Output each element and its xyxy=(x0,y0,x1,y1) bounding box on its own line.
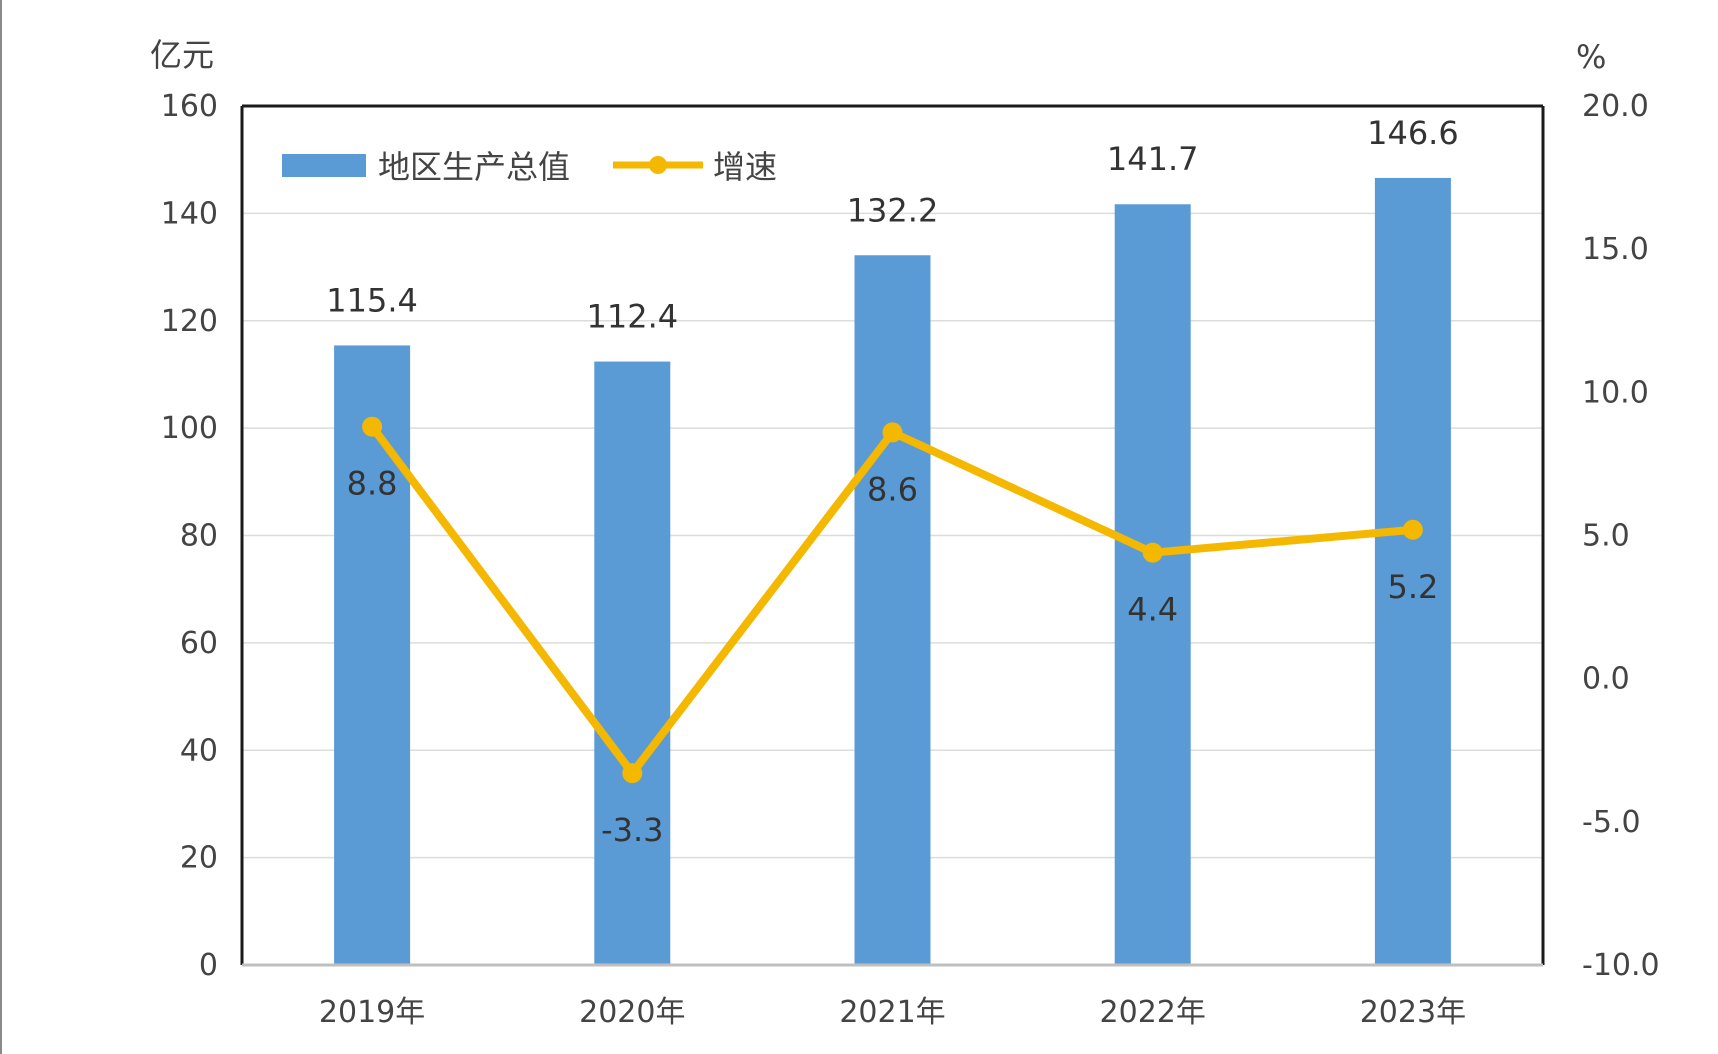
bar-value-label: 146.6 xyxy=(1367,114,1459,152)
growth-point xyxy=(622,763,643,784)
left-axis-unit: 亿元 xyxy=(150,36,214,74)
x-axis-category-label: 2023年 xyxy=(1360,995,1466,1030)
x-axis-category-label: 2022年 xyxy=(1100,995,1206,1030)
growth-point xyxy=(1142,542,1163,563)
left-axis-tick-label: 20 xyxy=(180,841,218,876)
left-axis-tick-label: 120 xyxy=(161,304,218,339)
left-axis-tick-label: 100 xyxy=(161,411,218,446)
bar-value-label: 112.4 xyxy=(586,298,678,336)
growth-point xyxy=(362,416,383,437)
right-axis-tick-label: 0.0 xyxy=(1582,662,1630,697)
bar xyxy=(1114,204,1191,966)
axes: 0 20 40 60 80 100 120 140 160 -10.0 -5.0 0.0 5.0 10.0… xyxy=(161,89,1660,1030)
left-axis-tick-label: 140 xyxy=(161,196,218,231)
left-axis-tick-label: 80 xyxy=(180,519,218,554)
right-axis-tick-label: 5.0 xyxy=(1582,519,1630,554)
growth-value-label: 8.8 xyxy=(347,465,398,503)
growth-value-label: -3.3 xyxy=(601,811,663,849)
legend-line-label: 增速 xyxy=(713,148,777,186)
legend-line-marker xyxy=(649,156,667,174)
bar-value-label: 141.7 xyxy=(1107,140,1199,178)
legend: 地区生产总值 增速 xyxy=(282,148,777,186)
bar xyxy=(334,345,411,965)
left-axis-tick-label: 0 xyxy=(199,948,218,983)
growth-value-label: 8.6 xyxy=(867,470,918,508)
line-series xyxy=(362,416,1423,784)
x-axis-category-label: 2019年 xyxy=(319,995,425,1030)
right-axis-tick-label: -10.0 xyxy=(1582,948,1660,983)
right-axis-tick-label: 15.0 xyxy=(1582,232,1649,267)
bar-value-label: 132.2 xyxy=(847,191,939,229)
frame-left-border xyxy=(0,0,2,1054)
right-axis-tick-label: -5.0 xyxy=(1582,805,1641,840)
bar-series xyxy=(334,177,1451,966)
right-axis-tick-label: 20.0 xyxy=(1582,89,1649,124)
data-labels: 115.4 112.4 132.2 141.7 146.6 8.8 -3.3 8.6 4.4 5.… xyxy=(326,114,1458,849)
left-axis-tick-label: 40 xyxy=(180,733,218,768)
growth-value-label: 5.2 xyxy=(1387,568,1438,606)
left-axis-tick-label: 160 xyxy=(161,89,218,124)
bar xyxy=(854,255,931,966)
growth-point xyxy=(1402,519,1423,540)
bar-value-label: 115.4 xyxy=(326,281,418,319)
x-axis-category-label: 2021年 xyxy=(839,995,945,1030)
left-axis-tick-label: 60 xyxy=(180,626,218,661)
x-axis-category-label: 2020年 xyxy=(579,995,685,1030)
right-axis-unit: % xyxy=(1576,38,1606,76)
growth-point xyxy=(882,422,903,443)
bar xyxy=(594,361,671,965)
right-axis-tick-label: 10.0 xyxy=(1582,375,1649,410)
growth-value-label: 4.4 xyxy=(1127,591,1178,629)
legend-bar-swatch xyxy=(282,154,366,177)
bar xyxy=(1374,177,1451,965)
legend-bar-label: 地区生产总值 xyxy=(378,148,570,186)
